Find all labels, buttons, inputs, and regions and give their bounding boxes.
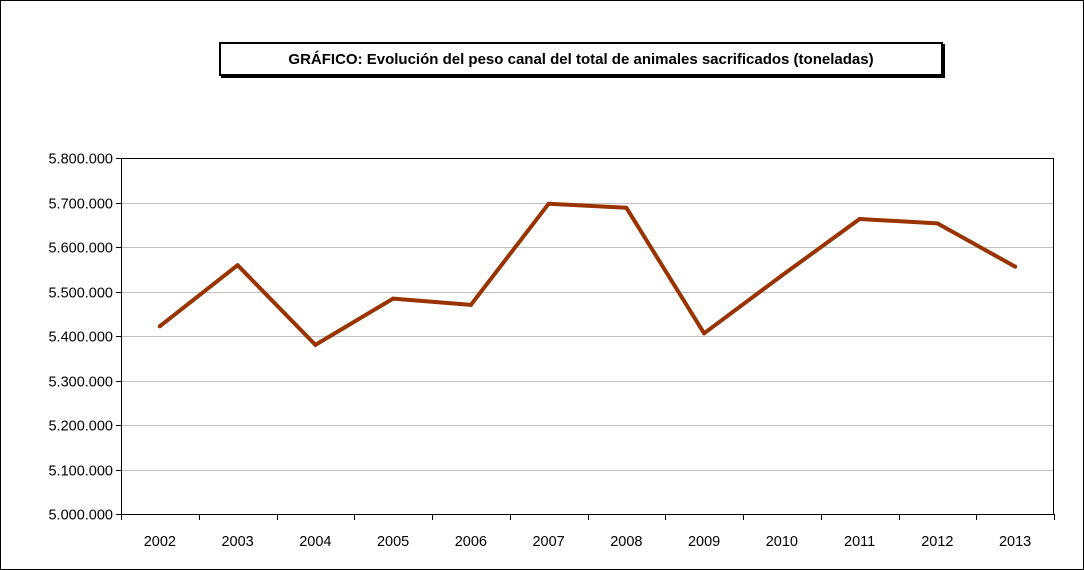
data-point bbox=[857, 216, 862, 221]
y-tick-label: 5.000.000 bbox=[48, 508, 113, 524]
y-tick-label: 5.700.000 bbox=[48, 197, 113, 213]
series-layer bbox=[157, 201, 1018, 347]
data-point bbox=[779, 273, 784, 278]
series-line bbox=[157, 201, 1018, 347]
y-tick-label: 5.300.000 bbox=[48, 375, 113, 391]
x-tick-label: 2003 bbox=[221, 534, 253, 550]
x-tick-label: 2005 bbox=[377, 534, 409, 550]
x-tick-label: 2010 bbox=[766, 534, 798, 550]
x-tick-label: 2011 bbox=[844, 534, 875, 550]
y-tick-label: 5.600.000 bbox=[48, 241, 113, 257]
x-tick-label: 2007 bbox=[532, 534, 564, 550]
data-point bbox=[546, 201, 551, 206]
plot-area bbox=[121, 158, 1054, 515]
y-tick-label: 5.400.000 bbox=[48, 330, 113, 346]
x-tick-label: 2008 bbox=[610, 534, 642, 550]
x-tick-label: 2012 bbox=[921, 534, 953, 550]
y-axis: 5.000.000 5.100.000 5.200.000 5.300.000 5.40… bbox=[48, 152, 121, 524]
x-tick-label: 2009 bbox=[688, 534, 720, 550]
x-tick-label: 2004 bbox=[299, 534, 331, 550]
x-tick-label: 2002 bbox=[144, 534, 176, 550]
chart-title: GRÁFICO: Evolución del peso canal del to… bbox=[288, 50, 874, 68]
data-point bbox=[391, 296, 396, 301]
data-point bbox=[235, 263, 240, 268]
x-axis: 2002 2003 2004 2005 2006 2007 2008 2009 2010 2011… bbox=[121, 514, 1055, 550]
y-tick-label: 5.500.000 bbox=[48, 286, 113, 302]
plot-border bbox=[121, 158, 1054, 515]
data-point bbox=[935, 221, 940, 226]
y-tick-label: 5.800.000 bbox=[48, 152, 113, 168]
data-point bbox=[702, 331, 707, 336]
data-point bbox=[468, 302, 473, 307]
data-point bbox=[313, 342, 318, 347]
data-point bbox=[1013, 264, 1018, 269]
x-tick-label: 2006 bbox=[455, 534, 487, 550]
chart-title-box: GRÁFICO: Evolución del peso canal del to… bbox=[219, 42, 943, 76]
x-tick-label: 2013 bbox=[999, 534, 1031, 550]
data-point bbox=[624, 205, 629, 210]
data-point bbox=[157, 324, 162, 329]
y-tick-label: 5.200.000 bbox=[48, 419, 113, 435]
y-tick-label: 5.100.000 bbox=[48, 464, 113, 480]
